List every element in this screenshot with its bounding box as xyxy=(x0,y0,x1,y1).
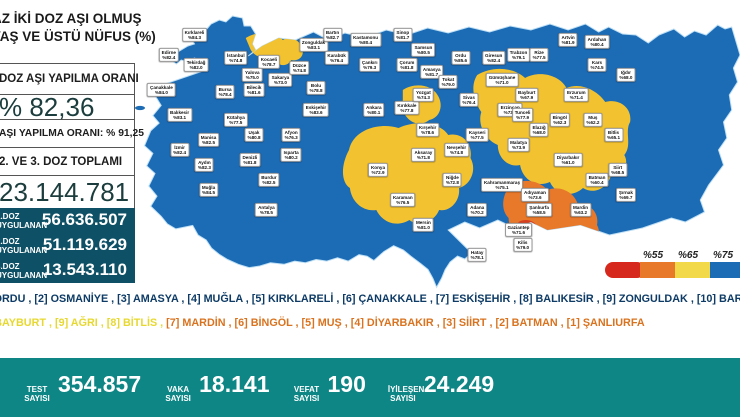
svg-text:%55: %55 xyxy=(643,250,663,261)
svg-text:%65: %65 xyxy=(678,250,698,261)
svg-text:%75: %75 xyxy=(713,250,733,261)
